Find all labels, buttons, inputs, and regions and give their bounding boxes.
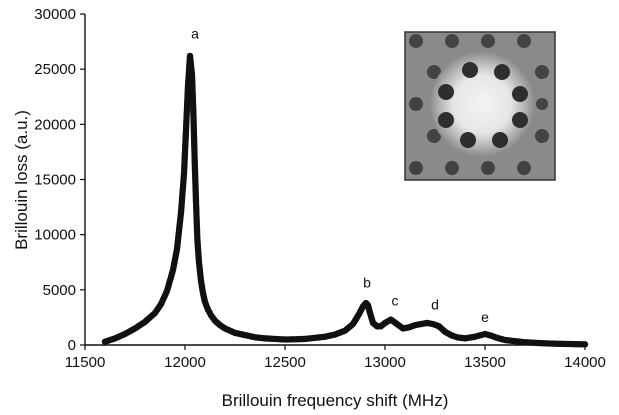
peak-label: a [191,25,199,41]
x-tick-label: 11500 [65,354,106,371]
x-tick-label: 14000 [564,354,606,371]
y-tick-label: 30000 [34,6,76,23]
data-point [581,341,589,348]
axis-ticks: 11500 12000 12500 13000 13500 14000 0 5000 10000… [34,6,606,371]
y-axis-title: Brillouin loss (a.u.) [12,110,31,250]
inset-micrograph-icon [404,31,556,181]
y-tick-label: 25000 [34,61,76,78]
x-tick-label: 12500 [264,354,306,371]
y-tick-label: 5000 [43,282,76,299]
peak-label: b [363,275,371,291]
y-tick-label: 0 [68,337,76,354]
data-points [101,52,589,348]
x-tick-label: 13000 [364,354,406,371]
x-tick-label: 12000 [164,354,206,371]
peak-annotations: a b c d e [191,25,489,325]
peak-label: e [481,309,489,325]
x-axis-title: Brillouin frequency shift (MHz) [222,391,449,410]
y-tick-label: 15000 [34,172,76,189]
peak-label: c [392,292,399,308]
peak-label: d [431,297,439,313]
x-tick-label: 13500 [464,354,506,371]
y-tick-label: 10000 [34,227,76,244]
y-tick-label: 20000 [34,116,76,133]
